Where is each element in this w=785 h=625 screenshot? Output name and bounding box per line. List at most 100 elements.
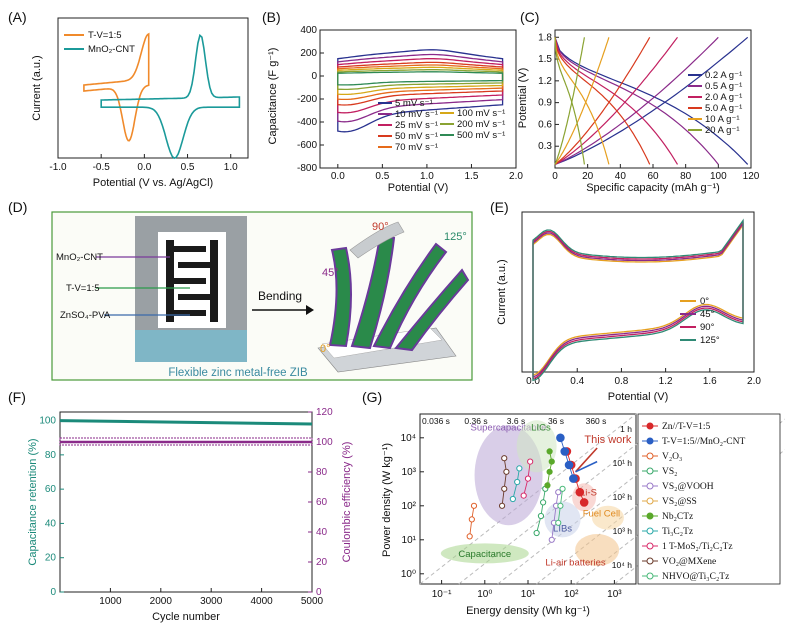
- data-point: [527, 458, 534, 465]
- x-tick-label: 0.0: [331, 171, 345, 182]
- legend-label: Zn//T-V=1:5: [662, 422, 711, 432]
- data-point: [575, 487, 585, 497]
- panel-d: (D) MnO₂-CNT T-V=1:5 ZnSO₄-PVA Flexible …: [8, 199, 473, 381]
- legend-label: Nb₂CTz: [662, 512, 693, 522]
- data-point: [546, 448, 553, 455]
- legend-label: VS₂@SS: [662, 497, 697, 507]
- discharge-curve: [554, 37, 719, 165]
- y-left-tick-label: 80: [45, 450, 57, 461]
- region-ellipse: [440, 543, 529, 564]
- panel-a: (A) Current (a.u.) Potential (V vs. Ag/A…: [8, 9, 249, 189]
- y-right-tick-label: 20: [316, 557, 328, 568]
- legend-label: VS₂@VOOH: [662, 482, 714, 492]
- region-ellipse: [591, 505, 624, 530]
- time-label-top: 0.036 s: [422, 416, 450, 426]
- y-tick-label: 0.6: [538, 119, 552, 130]
- panel-g-legend: Zn//T-V=1:5 T-V=1:5//MnO₂-CNT V₂O₃ VS₂ VS₂@V…: [642, 422, 745, 582]
- data-point: [548, 458, 555, 465]
- legend-marker: [646, 482, 654, 490]
- x-tick-label: 1.6: [703, 376, 717, 387]
- x-tick-label: 0.4: [570, 376, 584, 387]
- angle-0: 0°: [320, 343, 331, 355]
- legend-marker: [646, 452, 654, 460]
- x-tick-label: 60: [647, 171, 659, 182]
- panel-g-ticks: 10⁻¹ 10⁰ 10¹ 10² 10³ 10⁴ 10³ 10² 10¹ 10⁰ 0.036 s 0.…: [401, 416, 633, 600]
- y-tick-label: 0: [311, 71, 317, 82]
- legend-label: VO₂@MXene: [662, 557, 716, 567]
- panel-g-legend-box: [637, 413, 781, 585]
- region-label: Capacitance: [458, 549, 511, 560]
- legend-marker: [646, 422, 654, 430]
- x-tick-label: 0.0: [526, 376, 540, 387]
- region-label: LICs: [531, 422, 551, 433]
- time-label-top: 360 s: [586, 416, 607, 426]
- panel-f: (F) Capacitance retention (%) Coulombic …: [8, 389, 353, 623]
- panel-a-xticks: -1.0 -0.5 0.0 0.5 1.0: [49, 154, 238, 173]
- data-point: [560, 447, 570, 456]
- angle-45: 45°: [322, 267, 339, 279]
- panel-e-frame: [521, 211, 755, 373]
- y-tick-label: 10¹: [402, 535, 417, 546]
- panel-e: (E) Current (a.u.) Potential (V) 0.0 0.4 0…: [490, 199, 761, 403]
- y-left-tick-label: 60: [45, 484, 57, 495]
- region-ellipse: [575, 534, 620, 566]
- y-tick-label: 0.3: [538, 141, 552, 152]
- region-label: Li-air batteries: [545, 557, 605, 568]
- data-point: [520, 492, 527, 499]
- panel-e-ticks: 0.0 0.4 0.8 1.2 1.6 2.0: [526, 368, 761, 387]
- legend-label: 20 A g⁻¹: [705, 125, 740, 136]
- time-label-top: 36 s: [548, 416, 564, 426]
- panel-g-xlabel: Energy density (Wh kg⁻¹): [466, 605, 590, 617]
- x-tick-label: 10²: [564, 589, 579, 600]
- x-tick-label: 1.5: [465, 171, 479, 182]
- time-label-right: 1 h: [620, 424, 632, 434]
- panel-f-ylabel-right: Coulombic efficiency (%): [341, 442, 353, 563]
- time-label-top: 0.36 s: [464, 416, 487, 426]
- legend-label: 5 mV s⁻¹: [395, 98, 433, 109]
- y-tick-label: 10²: [402, 501, 417, 512]
- panel-f-frame: [59, 411, 313, 593]
- y-tick-label: -800: [297, 163, 317, 174]
- time-label-right: 10¹ h: [613, 458, 633, 468]
- y-right-tick-label: 80: [316, 467, 328, 478]
- legend-label: 0°: [700, 296, 709, 307]
- x-tick-label: 2000: [150, 596, 173, 607]
- time-label-right: 10² h: [613, 492, 633, 502]
- panel-a-label: (A): [8, 9, 27, 25]
- data-point: [546, 468, 553, 475]
- x-tick-label: 20: [582, 171, 594, 182]
- legend-label: 10 mV s⁻¹: [395, 109, 438, 120]
- y-right-tick-label: 100: [316, 437, 333, 448]
- x-tick-label: 1.0: [420, 171, 434, 182]
- legend-marker: [646, 512, 654, 520]
- panel-b: (B) Capacitance (F g⁻¹) Potential (V) 0.…: [262, 9, 523, 194]
- data-point: [533, 529, 540, 537]
- discharge-curve: [554, 37, 585, 165]
- panel-f-series: [59, 419, 313, 446]
- this-work-arrow: [574, 447, 598, 473]
- charge-curve: [554, 36, 678, 165]
- y-left-tick-label: 0: [50, 587, 56, 598]
- region-ellipse: [516, 420, 557, 473]
- data-point: [501, 485, 508, 492]
- series-line: [536, 488, 546, 534]
- legend-label: 45°: [700, 309, 715, 320]
- x-tick-label: -1.0: [49, 162, 67, 173]
- panel-g-points: This work: [466, 433, 632, 543]
- legend-label: T-V=1:5//MnO₂-CNT: [662, 437, 745, 447]
- data-point: [524, 475, 532, 482]
- x-tick-label: 1000: [99, 596, 122, 607]
- x-tick-label: 3000: [200, 596, 223, 607]
- discharge-curve: [554, 37, 651, 165]
- series-line: [501, 458, 507, 506]
- panel-c: (C) Potential (V) Specific capacity (mAh…: [517, 9, 760, 194]
- series-line: [551, 492, 559, 540]
- region-label: Li-S: [580, 488, 597, 499]
- data-point: [557, 502, 564, 509]
- y-tick-label: 200: [300, 48, 317, 59]
- legend-mno2: MnO₂-CNT: [88, 44, 135, 55]
- label-znso4-pva: ZnSO₄-PVA: [60, 310, 111, 321]
- legend-marker: [646, 527, 654, 535]
- interdigitated-electrodes-photo: [166, 240, 218, 322]
- cv-curve: [337, 69, 504, 91]
